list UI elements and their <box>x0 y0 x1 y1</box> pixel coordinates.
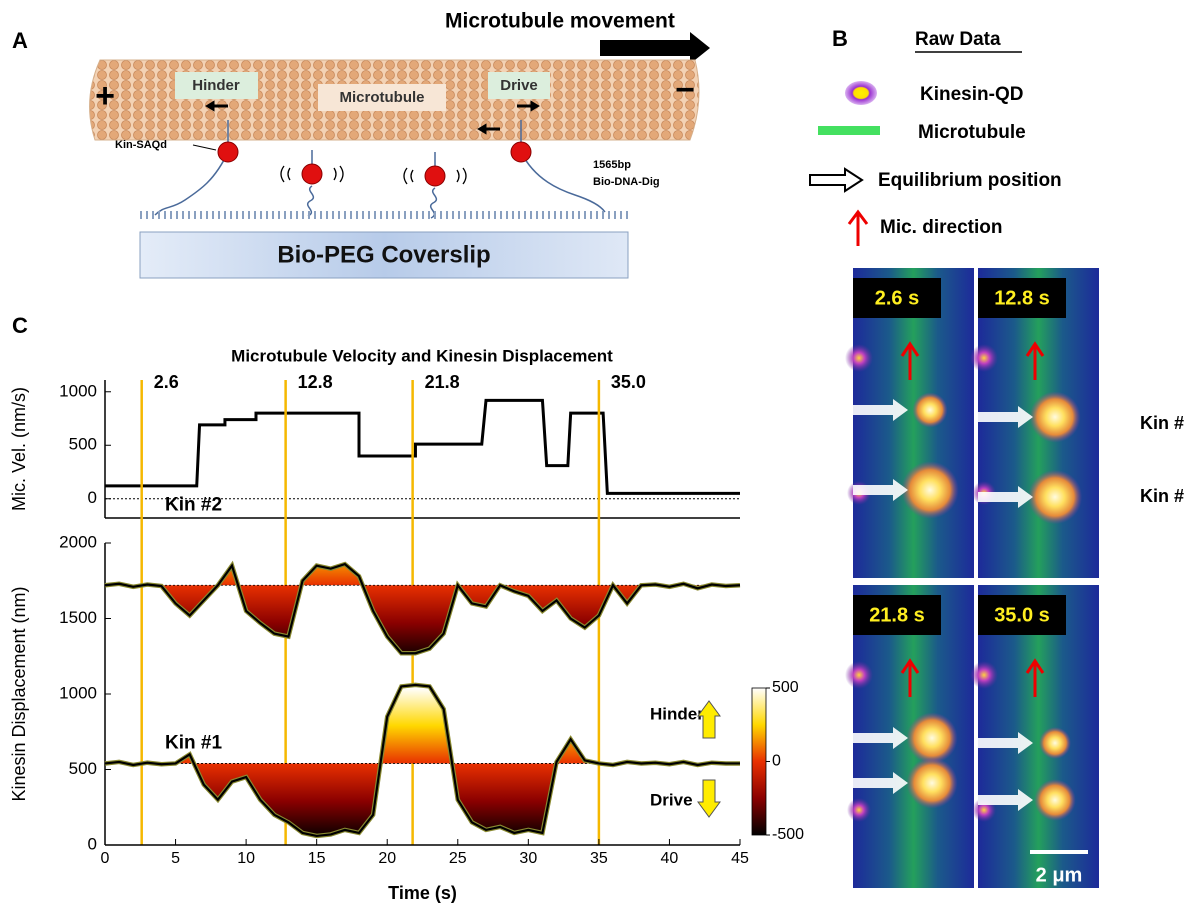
colorbar-tick-label: -500 <box>772 826 804 843</box>
x-tick-label: 10 <box>237 850 255 867</box>
legend-entry: Kinesin-QD <box>920 84 1023 105</box>
y-axis-label: Mic. Vel. (nm/s) <box>9 387 29 511</box>
movement-arrow <box>600 32 710 64</box>
legend-entry: Microtubule <box>918 122 1026 143</box>
x-tick-label: 0 <box>101 850 110 867</box>
kinesin-qd <box>425 166 445 186</box>
time-label: 21.8 s <box>869 604 925 626</box>
hinder-label: Hinder <box>192 77 240 94</box>
kinesin-spot <box>912 392 947 427</box>
velocity-line <box>105 400 740 493</box>
time-marker-label: 35.0 <box>611 372 646 392</box>
displacement-area <box>105 564 740 653</box>
movement-label: Microtubule movement <box>445 10 675 33</box>
qd-icon <box>845 81 877 105</box>
y-tick-label: 0 <box>88 488 97 507</box>
kinesin-qd <box>511 142 531 162</box>
x-tick-label: 15 <box>308 850 326 867</box>
figure: A Microtubule movement Hinder Microtubul… <box>0 0 1184 906</box>
legend-entry: Equilibrium position <box>878 170 1062 191</box>
direction-icon <box>849 212 867 246</box>
pointer <box>193 145 216 150</box>
kinesin-label: Kin #2 <box>1140 486 1184 506</box>
x-tick-label: 35 <box>590 850 608 867</box>
kinesin-spot <box>1028 470 1082 524</box>
microtubule-icon <box>818 126 880 135</box>
y-tick-label: 0 <box>88 834 97 853</box>
kinesin-label: Kin-SAQd <box>115 139 167 151</box>
colorbar-tick-label: 500 <box>772 679 799 696</box>
series-label: Kin #1 <box>165 732 222 753</box>
dna-length: 1565bp <box>593 159 631 171</box>
kinesin-spot <box>1039 727 1071 759</box>
x-tick-label: 45 <box>731 850 749 867</box>
y-tick-label: 500 <box>69 435 97 454</box>
chart-title: Microtubule Velocity and Kinesin Displac… <box>231 346 613 365</box>
annotation: Drive <box>650 790 693 809</box>
charts: Microtubule Velocity and Kinesin Displac… <box>9 346 804 902</box>
coverslip-label: Bio-PEG Coverslip <box>277 241 490 268</box>
y-tick-label: 2000 <box>59 532 97 551</box>
y-tick-label: 1000 <box>59 381 97 400</box>
qd-spot <box>847 798 871 822</box>
y-tick-label: 1000 <box>59 683 97 702</box>
time-label: 2.6 s <box>875 287 919 309</box>
time-marker-label: 21.8 <box>425 372 460 392</box>
time-marker-label: 12.8 <box>298 372 333 392</box>
time-label: 12.8 s <box>994 287 1050 309</box>
x-tick-label: 20 <box>378 850 396 867</box>
time-marker-label: 2.6 <box>154 372 179 392</box>
x-tick-label: 5 <box>171 850 180 867</box>
drive-arrow <box>698 780 720 817</box>
annotation: Hinder <box>650 704 704 723</box>
y-tick-label: 1500 <box>59 608 97 627</box>
kinesin-spot <box>1034 779 1076 821</box>
qd-spot <box>845 661 873 689</box>
panel-label: C <box>12 313 28 338</box>
kinesin-spot <box>906 757 957 808</box>
kinesin-spot <box>906 712 957 763</box>
scale-bar-label: 2 μm <box>1036 864 1083 886</box>
kinesin-qd <box>218 142 238 162</box>
legend-title: Raw Data <box>915 29 1001 50</box>
colorbar <box>752 688 766 835</box>
displacement-area <box>105 685 740 836</box>
frames: 2.6 s 12.8 s 21.8 s 35.0 s <box>845 268 1099 888</box>
kinesin-spot <box>1029 391 1080 442</box>
x-axis-label: Time (s) <box>388 883 457 903</box>
minus-end: − <box>675 71 695 109</box>
dna-label: Bio-DNA-Dig <box>593 176 660 188</box>
drive-label: Drive <box>500 77 538 94</box>
kinesin-spot <box>901 461 959 519</box>
y-tick-label: 500 <box>69 759 97 778</box>
kinesin-qd <box>302 164 322 184</box>
page: A Microtubule movement Hinder Microtubul… <box>0 0 1184 906</box>
series-label: Kin #2 <box>165 494 222 515</box>
plus-end: + <box>95 77 115 115</box>
time-label: 35.0 s <box>994 604 1050 626</box>
panel-label: B <box>832 26 848 51</box>
equilibrium-icon <box>810 169 862 191</box>
y-axis-label: Kinesin Displacement (nm) <box>9 586 29 801</box>
microtubule-label: Microtubule <box>340 89 425 106</box>
panel-label: A <box>12 28 28 53</box>
x-tick-label: 25 <box>449 850 467 867</box>
qd-spot <box>970 344 998 372</box>
qd-spot <box>845 344 873 372</box>
kinesin-label: Kin #1 <box>1140 413 1184 433</box>
colorbar-tick-label: 0 <box>772 753 781 770</box>
x-tick-label: 40 <box>661 850 679 867</box>
x-tick-label: 30 <box>519 850 537 867</box>
qd-spot <box>970 661 998 689</box>
legend-entry: Mic. direction <box>880 217 1002 238</box>
